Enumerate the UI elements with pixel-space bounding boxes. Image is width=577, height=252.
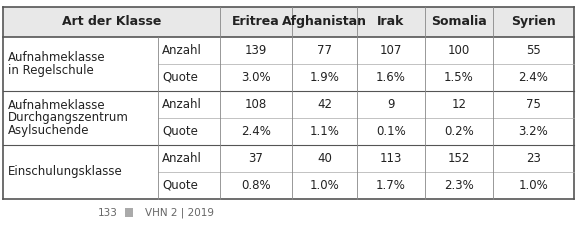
Text: 100: 100 [448, 44, 470, 57]
Text: Asylsuchende: Asylsuchende [8, 124, 89, 137]
Text: 1.1%: 1.1% [310, 125, 339, 138]
Text: in Regelschule: in Regelschule [8, 64, 93, 77]
Text: Eritrea: Eritrea [232, 16, 280, 28]
Text: 23: 23 [526, 152, 541, 165]
Text: 139: 139 [245, 44, 267, 57]
Text: 1.9%: 1.9% [310, 71, 339, 84]
Text: 77: 77 [317, 44, 332, 57]
Text: Art der Klasse: Art der Klasse [62, 16, 161, 28]
Text: 1.5%: 1.5% [444, 71, 474, 84]
Text: 1.7%: 1.7% [376, 179, 406, 192]
Text: 37: 37 [249, 152, 264, 165]
Text: Quote: Quote [162, 71, 198, 84]
Text: Einschulungsklasse: Einschulungsklasse [8, 166, 123, 178]
Text: 1.0%: 1.0% [310, 179, 339, 192]
Text: 1.6%: 1.6% [376, 71, 406, 84]
Text: Aufnahmeklasse: Aufnahmeklasse [8, 51, 106, 64]
Text: 75: 75 [526, 98, 541, 111]
Text: 107: 107 [380, 44, 402, 57]
Text: 40: 40 [317, 152, 332, 165]
Text: 113: 113 [380, 152, 402, 165]
Text: 3.0%: 3.0% [241, 71, 271, 84]
Text: Somalia: Somalia [431, 16, 487, 28]
Text: 152: 152 [448, 152, 470, 165]
Text: 2.3%: 2.3% [444, 179, 474, 192]
Text: 3.2%: 3.2% [519, 125, 548, 138]
Text: Aufnahmeklasse: Aufnahmeklasse [8, 99, 106, 112]
Text: Afghanistan: Afghanistan [282, 16, 367, 28]
Text: 108: 108 [245, 98, 267, 111]
Text: 133: 133 [98, 208, 118, 218]
Text: 12: 12 [451, 98, 466, 111]
Text: VHN 2 | 2019: VHN 2 | 2019 [145, 208, 214, 218]
Text: 55: 55 [526, 44, 541, 57]
Text: 2.4%: 2.4% [241, 125, 271, 138]
Text: 0.2%: 0.2% [444, 125, 474, 138]
Text: Durchgangszentrum: Durchgangszentrum [8, 111, 129, 124]
Text: Anzahl: Anzahl [162, 98, 202, 111]
Text: Anzahl: Anzahl [162, 44, 202, 57]
Text: 9: 9 [387, 98, 395, 111]
Text: Quote: Quote [162, 125, 198, 138]
Text: Anzahl: Anzahl [162, 152, 202, 165]
Text: 42: 42 [317, 98, 332, 111]
Text: Irak: Irak [377, 16, 404, 28]
Text: Syrien: Syrien [511, 16, 556, 28]
Text: 0.1%: 0.1% [376, 125, 406, 138]
Text: 0.8%: 0.8% [241, 179, 271, 192]
Text: 2.4%: 2.4% [519, 71, 548, 84]
Text: 1.0%: 1.0% [519, 179, 548, 192]
Text: Quote: Quote [162, 179, 198, 192]
